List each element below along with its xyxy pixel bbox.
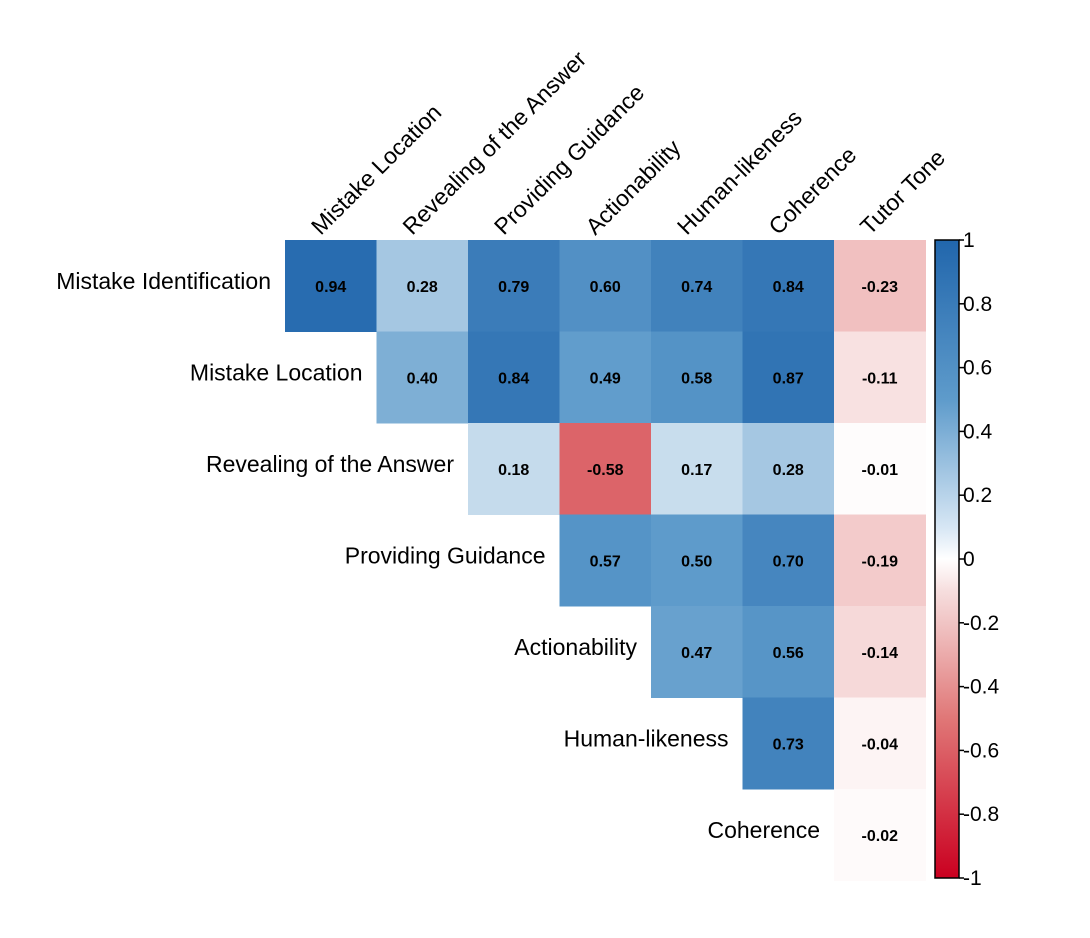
heatmap-cell-r4-c6 bbox=[834, 606, 926, 698]
heatmap-cell-r0-c2 bbox=[468, 240, 560, 332]
heatmap-cell-r3-c6 bbox=[834, 514, 926, 607]
cell-value-label: -0.02 bbox=[862, 828, 899, 845]
cell-value-label: -0.58 bbox=[587, 462, 624, 479]
colorbar-tick-label: -0.6 bbox=[963, 739, 999, 762]
heatmap-cell-r1-c4 bbox=[651, 331, 743, 424]
heatmap-cell-r4-c4 bbox=[651, 606, 743, 698]
heatmap-cell-r2-c5 bbox=[742, 423, 835, 515]
cell-value-label: 0.28 bbox=[773, 462, 804, 479]
colorbar-tick-label: 0.6 bbox=[963, 357, 992, 380]
cell-value-label: 0.73 bbox=[773, 736, 804, 753]
cell-value-label: -0.14 bbox=[862, 645, 899, 662]
heatmap-cell-r0-c6 bbox=[834, 240, 926, 332]
cell-value-label: 0.79 bbox=[498, 279, 529, 296]
heatmap-cell-r2-c2 bbox=[468, 423, 560, 515]
column-label: Tutor Tone bbox=[855, 144, 950, 239]
colorbar-tick-label: 1 bbox=[963, 229, 975, 252]
heatmap-cells: 0.94 0.28 0.79 0.60 0.74 0.84 -0.23 0.40 0.84 0.4… bbox=[285, 240, 926, 881]
row-label: Actionability bbox=[514, 634, 637, 660]
colorbar-ticks: 1 0.8 0.6 0.4 0.2 0 -0.2 -0.4 -0.6 -0.8 -1 bbox=[959, 229, 1000, 890]
heatmap-cell-r1-c2 bbox=[468, 331, 560, 424]
heatmap-cell-r6-c6 bbox=[834, 789, 926, 881]
cell-value-label: 0.60 bbox=[590, 279, 621, 296]
heatmap-cell-r3-c5 bbox=[742, 514, 835, 607]
cell-value-label: 0.56 bbox=[773, 645, 804, 662]
heatmap-cell-r2-c6 bbox=[834, 423, 926, 515]
colorbar-tick-label: -0.8 bbox=[963, 803, 999, 826]
cell-value-label: 0.50 bbox=[681, 553, 712, 570]
cell-value-label: 0.58 bbox=[681, 370, 712, 387]
cell-value-label: 0.94 bbox=[315, 279, 346, 296]
row-label: Mistake Location bbox=[190, 359, 363, 385]
heatmap-cell-r0-c1 bbox=[376, 240, 469, 332]
cell-value-label: 0.84 bbox=[773, 279, 804, 296]
colorbar-tick-label: -0.4 bbox=[963, 676, 1000, 699]
colorbar: 1 0.8 0.6 0.4 0.2 0 -0.2 -0.4 -0.6 -0.8 -1 bbox=[934, 229, 1000, 890]
cell-value-label: -0.04 bbox=[862, 736, 899, 753]
cell-value-label: 0.84 bbox=[498, 370, 529, 387]
cell-value-label: 0.28 bbox=[407, 279, 438, 296]
heatmap-cell-r1-c1 bbox=[376, 331, 469, 424]
heatmap-cell-r1-c6 bbox=[834, 331, 926, 424]
colorbar-tick-label: 0.8 bbox=[963, 293, 992, 316]
heatmap-cell-r0-c3 bbox=[559, 240, 652, 332]
heatmap-cell-r2-c3 bbox=[559, 423, 652, 515]
heatmap-cell-r2-c4 bbox=[651, 423, 743, 515]
cell-value-label: 0.17 bbox=[681, 462, 712, 479]
cell-value-label: 0.57 bbox=[590, 553, 621, 570]
row-label: Mistake Identification bbox=[56, 268, 271, 294]
cell-value-label: 0.70 bbox=[773, 553, 804, 570]
cell-value-label: 0.18 bbox=[498, 462, 529, 479]
cell-value-label: -0.19 bbox=[862, 553, 899, 570]
colorbar-gradient bbox=[934, 239, 960, 879]
heatmap-cell-r0-c5 bbox=[742, 240, 835, 332]
heatmap-cell-r5-c6 bbox=[834, 697, 926, 790]
heatmap-cell-r0-c4 bbox=[651, 240, 743, 332]
heatmap-cell-r4-c5 bbox=[742, 606, 835, 698]
colorbar-tick-label: -0.2 bbox=[963, 612, 999, 635]
row-label: Human-likeness bbox=[564, 725, 729, 751]
heatmap-cell-r1-c3 bbox=[559, 331, 652, 424]
cell-value-label: -0.23 bbox=[862, 279, 899, 296]
row-labels: Mistake Identification Mistake Location Re… bbox=[56, 268, 820, 843]
cell-value-label: 0.49 bbox=[590, 370, 621, 387]
colorbar-tick-label: 0 bbox=[963, 548, 975, 571]
cell-value-label: 0.40 bbox=[407, 370, 438, 387]
colorbar-tick-label: 0.2 bbox=[963, 484, 992, 507]
heatmap-cell-r3-c4 bbox=[651, 514, 743, 607]
cell-value-label: 0.47 bbox=[681, 645, 712, 662]
row-label: Coherence bbox=[707, 817, 820, 843]
heatmap-cell-r1-c5 bbox=[742, 331, 835, 424]
heatmap-cell-r0-c0 bbox=[285, 240, 377, 332]
colorbar-tick-label: 0.4 bbox=[963, 420, 993, 443]
cell-value-label: 0.74 bbox=[681, 279, 712, 296]
row-label: Providing Guidance bbox=[345, 542, 546, 568]
colorbar-tick-label: -1 bbox=[963, 867, 982, 890]
cell-value-label: 0.87 bbox=[773, 370, 804, 387]
cell-value-label: -0.01 bbox=[862, 462, 899, 479]
cell-value-label: -0.11 bbox=[862, 370, 898, 387]
column-label: Coherence bbox=[763, 142, 861, 240]
row-label: Revealing of the Answer bbox=[206, 451, 454, 477]
heatmap-cell-r5-c5 bbox=[742, 697, 835, 790]
column-label: Revealing of the Answer bbox=[397, 46, 591, 240]
heatmap-cell-r3-c3 bbox=[559, 514, 652, 607]
column-label: Providing Guidance bbox=[489, 79, 649, 239]
